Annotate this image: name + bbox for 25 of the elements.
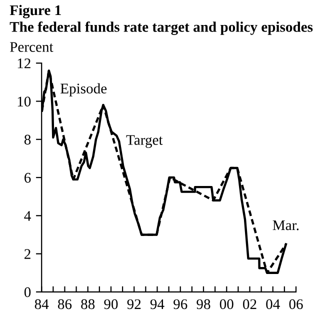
chart-title: Figure 1	[10, 4, 61, 18]
y-tick-label: 0	[24, 287, 31, 298]
x-tick-label: 04	[266, 299, 280, 310]
x-tick-label: 90	[104, 299, 118, 310]
x-tick-label: 84	[34, 299, 49, 310]
y-tick-label: 2	[24, 249, 30, 259]
x-tick-label: 00	[220, 299, 234, 310]
annotation: Episode	[60, 83, 107, 96]
y-tick-label: 6	[24, 172, 31, 183]
x-tick-label: 02	[243, 299, 256, 310]
y-tick-label: 4	[24, 211, 31, 221]
x-tick-label: 88	[81, 299, 95, 310]
y-axis-title: Percent	[10, 42, 54, 52]
chart-subtitle: The federal funds rate target and policy episodes	[10, 21, 313, 35]
y-tick-label: 12	[18, 58, 30, 68]
y-tick-label: 10	[18, 96, 31, 106]
x-tick-label: 92	[127, 299, 141, 310]
y-tick-label: 8	[24, 134, 31, 145]
x-tick-label: 86	[58, 299, 72, 310]
annotation: Mar.	[272, 220, 299, 230]
x-tick-label: 06	[289, 299, 303, 310]
x-tick-label: 98	[196, 299, 210, 310]
x-tick-label: 96	[174, 299, 188, 310]
annotation: Target	[126, 135, 163, 148]
x-tick-label: 94	[150, 299, 164, 310]
